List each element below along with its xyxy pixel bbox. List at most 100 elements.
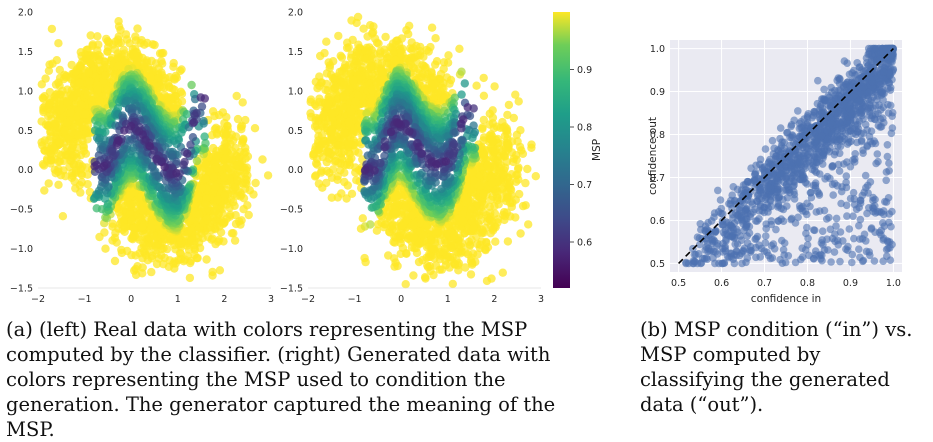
data-point [122, 30, 130, 38]
data-point [228, 147, 236, 155]
data-point [152, 242, 160, 250]
data-point [208, 271, 216, 279]
data-point [220, 119, 228, 127]
data-point [318, 132, 326, 140]
data-point [340, 128, 348, 136]
data-point [368, 54, 376, 62]
data-point [216, 266, 224, 274]
data-point [187, 227, 195, 235]
data-point [95, 233, 103, 241]
data-point [72, 67, 80, 75]
data-point [59, 166, 67, 174]
data-point [404, 30, 412, 38]
data-point [131, 265, 139, 273]
data-point [348, 130, 356, 138]
data-point [170, 59, 178, 67]
data-point [408, 38, 416, 46]
data-point [431, 34, 439, 42]
data-point [117, 246, 125, 254]
data-point [316, 52, 324, 60]
data-point [377, 67, 385, 75]
data-point [133, 24, 141, 32]
data-point [390, 262, 398, 270]
data-point [139, 263, 147, 271]
data-point [71, 184, 79, 192]
data-point [309, 150, 317, 158]
data-point [346, 161, 354, 169]
data-point [225, 204, 233, 212]
data-point [233, 92, 241, 100]
data-point [360, 254, 368, 262]
data-point [414, 51, 422, 59]
data-point [133, 49, 141, 57]
data-point [517, 146, 525, 154]
data-point [68, 144, 76, 152]
x-tick-label: 3 [268, 294, 274, 305]
data-point [45, 60, 53, 68]
data-point [477, 237, 485, 245]
data-point [251, 179, 259, 187]
data-point [239, 98, 247, 106]
x-tick-label: −1 [78, 294, 92, 305]
data-point [199, 117, 207, 125]
data-point [390, 254, 398, 262]
data-point [186, 274, 194, 282]
data-point [484, 161, 492, 169]
data-point [465, 238, 473, 246]
data-point [343, 44, 351, 52]
data-point [442, 245, 450, 253]
data-point [54, 181, 62, 189]
data-point [121, 56, 129, 64]
data-point [322, 179, 330, 187]
data-point [85, 78, 93, 86]
data-point [338, 155, 346, 163]
data-point [468, 217, 476, 225]
y-tick-label: −1.0 [10, 244, 33, 255]
data-point [425, 225, 433, 233]
data-point [373, 227, 381, 235]
data-point [41, 74, 49, 82]
x-tick-label: −2 [31, 294, 45, 305]
data-point [519, 202, 527, 210]
data-point [376, 53, 384, 61]
data-point [61, 127, 69, 135]
data-point [344, 140, 352, 148]
data-point [202, 255, 210, 263]
data-point [444, 51, 452, 59]
data-point [236, 220, 244, 228]
data-point [532, 172, 540, 180]
data-point [111, 234, 119, 242]
data-point [454, 203, 462, 211]
data-point [516, 126, 524, 134]
data-point [238, 122, 246, 130]
data-point [393, 198, 401, 206]
data-point [442, 261, 450, 269]
data-point [410, 221, 418, 229]
data-point [359, 214, 367, 222]
data-point [54, 39, 62, 47]
data-point [508, 137, 516, 145]
data-point [315, 179, 323, 187]
data-point [56, 114, 64, 122]
data-point [490, 82, 498, 90]
data-point [53, 56, 61, 64]
data-point [58, 104, 66, 112]
data-point [402, 249, 410, 257]
data-point [480, 200, 488, 208]
data-point [53, 94, 61, 102]
y-tick-label: 1.5 [18, 47, 33, 58]
data-point [239, 179, 247, 187]
data-point [172, 169, 180, 177]
data-point [148, 224, 156, 232]
data-point [187, 81, 195, 89]
data-point [238, 139, 246, 147]
data-point [395, 40, 403, 48]
data-point [127, 122, 135, 130]
data-point [150, 41, 158, 49]
data-point [82, 46, 90, 54]
data-point [186, 141, 194, 149]
data-point [307, 98, 315, 106]
data-point [371, 34, 379, 42]
data-point [509, 158, 517, 166]
